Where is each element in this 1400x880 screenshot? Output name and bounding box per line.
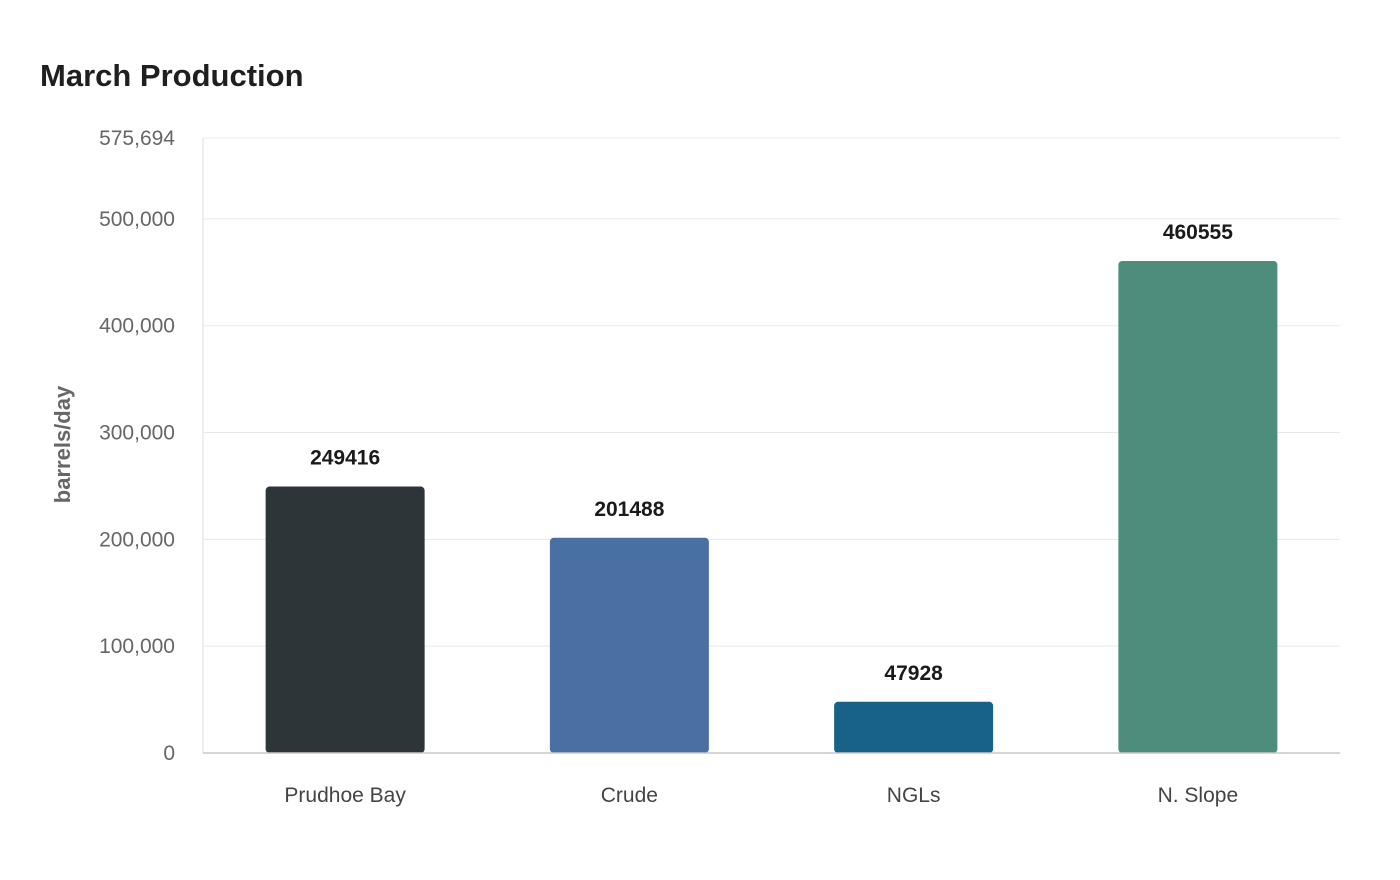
- y-axis-title: barrels/day: [50, 385, 75, 503]
- bar-n-slope: [1118, 261, 1278, 753]
- bar-value-label: 201488: [594, 498, 664, 521]
- x-category-label: N. Slope: [1158, 784, 1239, 807]
- x-category-label: Prudhoe Bay: [284, 784, 406, 807]
- y-tick-label: 0: [163, 742, 175, 765]
- bars: [265, 261, 1278, 753]
- x-axis-categories: Prudhoe Bay Crude NGLs N. Slope: [284, 784, 1238, 807]
- bar-prudhoe-bay: [265, 486, 425, 753]
- chart-title: March Production: [40, 58, 304, 93]
- bar-value-label: 47928: [884, 662, 943, 685]
- y-tick-label: 100,000: [99, 635, 175, 658]
- y-tick-label: 300,000: [99, 422, 175, 445]
- y-tick-label: 200,000: [99, 528, 175, 551]
- y-axis-ticks: 0 100,000 200,000 300,000 400,000 500,000 575,…: [99, 127, 175, 765]
- data-labels: 249416 201488 47928 460555: [310, 221, 1233, 685]
- bar-ngls: [834, 701, 994, 753]
- bar-value-label: 249416: [310, 447, 380, 470]
- y-tick-label: 575,694: [99, 127, 175, 150]
- y-tick-label: 500,000: [99, 208, 175, 231]
- y-tick-label: 400,000: [99, 315, 175, 338]
- x-category-label: Crude: [601, 784, 658, 807]
- bar-value-label: 460555: [1163, 221, 1233, 244]
- bar-crude: [549, 537, 709, 753]
- x-category-label: NGLs: [887, 784, 941, 807]
